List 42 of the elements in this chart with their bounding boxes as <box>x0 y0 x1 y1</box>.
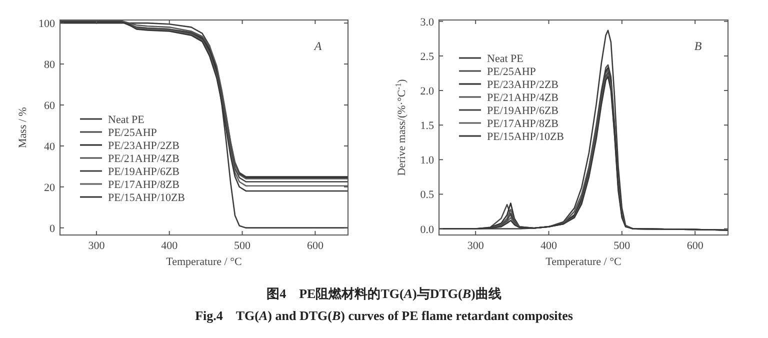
legend-label: PE/15AHP/10ZB <box>487 131 564 143</box>
legend-label: PE/23AHP/2ZB <box>108 140 180 152</box>
x-tick-label: 400 <box>161 240 178 252</box>
y-tick-label: 1.0 <box>420 154 434 167</box>
x-axis-title: Temperature / °C <box>546 256 622 268</box>
y-tick-label: 2.5 <box>420 50 434 63</box>
annotation: A <box>313 39 322 53</box>
legend-label: PE/15AHP/10ZB <box>108 192 186 204</box>
y-tick-label: 40 <box>44 140 56 153</box>
x-tick-label: 300 <box>467 240 484 252</box>
y-tick-label: 2.0 <box>420 86 434 98</box>
annotation: B <box>694 39 702 53</box>
y-tick-label: 1.5 <box>420 120 434 132</box>
legend-label: PE/17AHP/8ZB <box>108 179 180 191</box>
legend-label: PE/25AHP <box>108 127 157 139</box>
y-tick-label: 0.5 <box>420 189 434 202</box>
legend-label: PE/25AHP <box>487 66 536 78</box>
x-tick-label: 300 <box>88 240 106 252</box>
caption: 图4 PE阻燃材料的TG(A)与DTG(B)曲线 <box>266 286 502 301</box>
x-tick-label: 600 <box>306 240 324 252</box>
y-tick-label: 100 <box>38 18 56 30</box>
legend-label: Neat PE <box>108 114 145 126</box>
legend-label: PE/21AHP/4ZB <box>108 153 180 165</box>
x-tick-label: 600 <box>686 240 704 252</box>
x-tick-label: 500 <box>234 240 252 252</box>
y-tick-label: 0.0 <box>420 224 434 236</box>
y-tick-label: 3.0 <box>420 16 434 28</box>
legend-label: PE/23AHP/2ZB <box>487 79 559 91</box>
x-tick-label: 500 <box>614 240 631 252</box>
legend-label: PE/19AHP/6ZB <box>108 166 180 178</box>
legend-label: PE/19AHP/6ZB <box>487 105 559 117</box>
x-tick-label: 400 <box>540 240 558 252</box>
legend-label: PE/17AHP/8ZB <box>487 118 559 130</box>
legend-label: Neat PE <box>487 53 524 65</box>
caption: Fig.4 TG(A) and DTG(B) curves of PE flame retardant composites <box>195 308 573 323</box>
y-tick-label: 80 <box>44 59 56 72</box>
y-axis-title: Mass / % <box>17 107 29 148</box>
y-tick-label: 20 <box>44 182 56 194</box>
legend-label: PE/21AHP/4ZB <box>487 92 559 104</box>
y-tick-label: 0 <box>50 222 56 235</box>
y-tick-label: 60 <box>44 100 56 112</box>
x-axis-title: Temperature / °C <box>166 256 242 268</box>
